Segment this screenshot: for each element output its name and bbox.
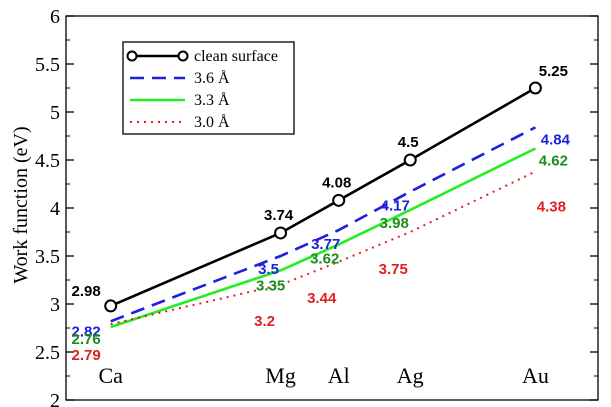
data-label: 2.79 bbox=[72, 347, 101, 364]
y-tick-label: 2.5 bbox=[35, 342, 60, 364]
legend-marker bbox=[177, 50, 189, 62]
data-label: 3.77 bbox=[311, 236, 340, 253]
data-label: 4.62 bbox=[539, 152, 568, 169]
y-tick-label: 4 bbox=[50, 198, 60, 220]
data-label: 3.62 bbox=[310, 250, 339, 267]
y-tick-label: 4.5 bbox=[35, 150, 60, 172]
legend: clean surface 3.6 Å 3.3 Å 3.0 Å bbox=[122, 41, 295, 135]
data-label: 5.25 bbox=[539, 63, 568, 80]
y-tick-label: 2 bbox=[50, 390, 60, 407]
x-category-label: Mg bbox=[265, 363, 296, 388]
legend-label: 3.6 Å bbox=[194, 69, 230, 87]
data-label: 4.17 bbox=[381, 198, 410, 215]
data-label: 4.84 bbox=[541, 131, 571, 148]
data-point-marker bbox=[274, 226, 288, 240]
x-category-label: Ca bbox=[98, 363, 123, 388]
data-label: 3.35 bbox=[256, 277, 285, 294]
data-label: 3.44 bbox=[307, 290, 337, 307]
y-tick-label: 3 bbox=[50, 294, 60, 316]
data-label: 4.38 bbox=[537, 199, 566, 216]
data-point-marker bbox=[528, 81, 542, 95]
data-labels-layer: 2.98 3.74 4.08 4.5 5.25 2.82 3.5 3.77 4.17 4.84 2.… bbox=[72, 63, 571, 364]
data-point-marker bbox=[104, 299, 118, 313]
y-tick-label: 5 bbox=[50, 102, 60, 124]
data-point-marker bbox=[403, 153, 417, 167]
series-line bbox=[110, 126, 537, 323]
data-point-marker bbox=[332, 193, 346, 207]
data-label: 3.98 bbox=[380, 215, 409, 232]
data-label: 3.75 bbox=[379, 261, 408, 278]
series-layer bbox=[104, 81, 542, 329]
data-label: 3.2 bbox=[254, 313, 275, 330]
legend-label: 3.3 Å bbox=[194, 91, 230, 109]
data-label: 2.76 bbox=[72, 331, 101, 348]
y-tick-label: 5.5 bbox=[35, 54, 60, 76]
series-line bbox=[110, 147, 536, 329]
data-label: 2.98 bbox=[72, 283, 101, 300]
x-category-label: Au bbox=[522, 363, 549, 388]
legend-label: 3.0 Å bbox=[194, 113, 230, 131]
legend-label: clean surface bbox=[194, 48, 278, 65]
y-axis-title: Work function (eV) bbox=[10, 126, 32, 283]
data-label: 4.5 bbox=[398, 134, 419, 151]
data-label: 2.82 bbox=[72, 323, 101, 340]
data-label: 3.74 bbox=[264, 207, 294, 224]
data-label: 3.5 bbox=[258, 261, 279, 278]
axes-layer: 2 2.5 3 3.5 4 4.5 5 5.5 6 Ca Mg Al Ag Au bbox=[35, 6, 599, 407]
data-label: 4.08 bbox=[322, 174, 351, 191]
y-tick-label: 6 bbox=[50, 6, 60, 28]
x-category-label: Al bbox=[328, 363, 350, 388]
legend-marker bbox=[126, 50, 138, 62]
y-tick-label: 3.5 bbox=[35, 246, 60, 268]
x-category-label: Ag bbox=[397, 363, 424, 388]
legend-box bbox=[122, 41, 295, 135]
